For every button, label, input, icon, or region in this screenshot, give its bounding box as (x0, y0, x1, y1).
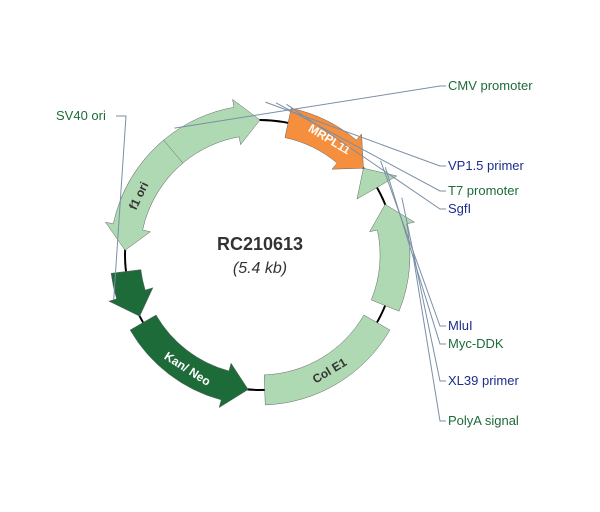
plasmid-map: MRPL11Col E1Kan/ Neof1 oriCMV promoterVP… (0, 0, 600, 512)
segment-polya (370, 204, 415, 311)
segment-cole1 (264, 315, 390, 405)
callout-text-0: CMV promoter (448, 78, 533, 93)
callout-text-8: SV40 ori (56, 108, 106, 123)
callout-text-6: XL39 primer (448, 373, 519, 388)
callout-line-6 (402, 198, 446, 381)
callout-text-4: MluI (448, 318, 473, 333)
callout-text-3: SgfI (448, 201, 471, 216)
callout-text-1: VP1.5 primer (448, 158, 525, 173)
callout-line-7 (413, 255, 446, 421)
plasmid-size: (5.4 kb) (233, 260, 287, 277)
plasmid-name: RC210613 (217, 234, 303, 254)
callout-text-2: T7 promoter (448, 183, 519, 198)
callout-text-5: Myc-DDK (448, 336, 504, 351)
callout-text-7: PolyA signal (448, 413, 519, 428)
